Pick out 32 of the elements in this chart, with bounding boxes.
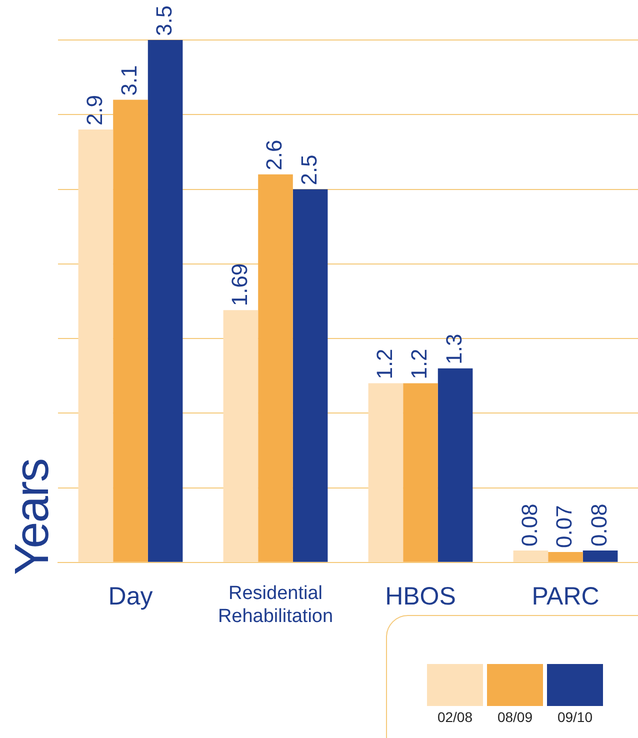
bar [258, 174, 293, 562]
data-label: 0.07 [552, 505, 577, 548]
x-tick-label: HBOS [385, 582, 456, 610]
bar [548, 552, 583, 562]
bar [582, 550, 618, 562]
bar [223, 310, 258, 562]
data-label: 1.69 [226, 263, 252, 306]
bar [292, 189, 328, 562]
bar [368, 383, 404, 562]
bar [438, 368, 473, 562]
x-tick-label: Day [108, 582, 154, 610]
x-tick-label: PARC [532, 582, 600, 610]
legend-label: 08/09 [487, 664, 543, 725]
data-label: 1.2 [372, 348, 397, 380]
bar [148, 40, 183, 562]
legend-label: 09/10 [547, 664, 603, 725]
data-label: 0.08 [516, 504, 542, 546]
data-label: 1.3 [441, 334, 466, 364]
bar [513, 550, 548, 562]
x-tick-label: Residential Rehabilitation [218, 583, 334, 627]
data-label: 3.5 [151, 5, 176, 36]
legend-label: 02/08 [427, 664, 483, 725]
data-label: 0.08 [586, 504, 612, 546]
data-label: 3.1 [116, 65, 142, 96]
bar [113, 100, 148, 562]
y-axis-title: Years [6, 458, 59, 577]
data-label: 1.2 [406, 348, 432, 380]
bar [403, 383, 438, 562]
data-label: 2.5 [296, 154, 322, 186]
data-label: 2.6 [262, 140, 287, 170]
data-label: 2.9 [82, 94, 107, 126]
bar [78, 130, 114, 562]
